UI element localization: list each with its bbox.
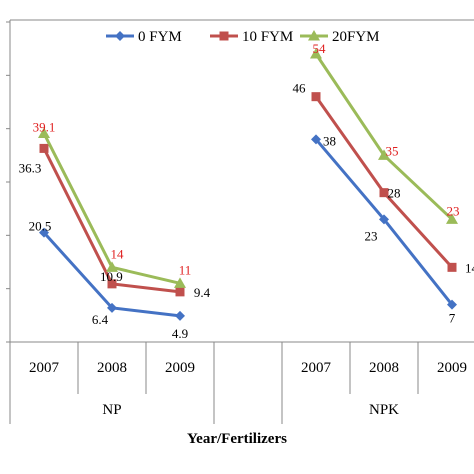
- legend: 0 FYM 10 FYM 20FYM: [106, 29, 380, 45]
- marker-square: [447, 262, 457, 272]
- legend-label: 10 FYM: [242, 29, 293, 45]
- legend-label: 20FYM: [332, 29, 380, 45]
- x-tick-label: 2007: [301, 360, 332, 376]
- data-label: 11: [179, 262, 192, 277]
- marker-square: [39, 143, 49, 153]
- x-tick-label: 2008: [369, 360, 399, 376]
- x-axis-title: Year/Fertilizers: [187, 431, 287, 447]
- data-label: 39.1: [33, 119, 56, 134]
- marker-diamond: [107, 302, 117, 313]
- x-tick-label: 2009: [437, 360, 467, 376]
- data-label: 10.9: [100, 269, 123, 284]
- x-tick-label: 2008: [97, 360, 127, 376]
- data-label: 35: [386, 143, 399, 158]
- data-label: 7: [449, 311, 456, 326]
- axes: 2007 2008 2009 2007 2008 2009 NP NPK: [6, 19, 474, 424]
- group-label: NPK: [369, 402, 399, 418]
- marker-square: [219, 31, 229, 41]
- data-label: 4.9: [172, 326, 188, 341]
- data-label: 23: [447, 203, 460, 218]
- marker-triangle: [378, 149, 390, 160]
- data-label: 38: [323, 133, 336, 148]
- marker-square: [175, 287, 185, 297]
- marker-triangle: [308, 30, 320, 41]
- data-labels: 20.5 6.4 4.9 38 23 7 36.3 10.9 9.4 46 28 14 39.1 14 11…: [19, 41, 474, 341]
- data-label: 14: [465, 260, 474, 275]
- marker-diamond: [447, 299, 457, 310]
- marker-triangle: [174, 277, 186, 288]
- marker-diamond: [115, 31, 125, 41]
- marker-diamond: [39, 227, 49, 238]
- data-label: 28: [388, 186, 401, 201]
- data-label: 9.4: [194, 285, 211, 300]
- marker-triangle: [446, 213, 458, 224]
- group-label: NP: [102, 402, 121, 418]
- marker-triangle: [106, 261, 118, 272]
- data-label: 36.3: [19, 160, 42, 175]
- marker-square: [107, 279, 117, 289]
- data-label: 6.4: [92, 312, 109, 327]
- marker-diamond: [379, 214, 389, 225]
- x-tick-label: 2009: [165, 360, 195, 376]
- data-label: 20.5: [29, 219, 52, 234]
- x-tick-label: 2007: [29, 360, 60, 376]
- data-label: 23: [365, 228, 378, 243]
- marker-triangle: [310, 48, 322, 59]
- data-label: 46: [293, 81, 307, 96]
- marker-square: [311, 92, 321, 102]
- legend-label: 0 FYM: [138, 29, 182, 45]
- marker-triangle: [38, 127, 50, 138]
- marker-square: [379, 188, 389, 198]
- marker-diamond: [175, 310, 185, 321]
- series-lines: [38, 48, 458, 321]
- data-label: 14: [111, 246, 125, 261]
- data-label: 54: [313, 41, 327, 56]
- marker-diamond: [311, 134, 321, 145]
